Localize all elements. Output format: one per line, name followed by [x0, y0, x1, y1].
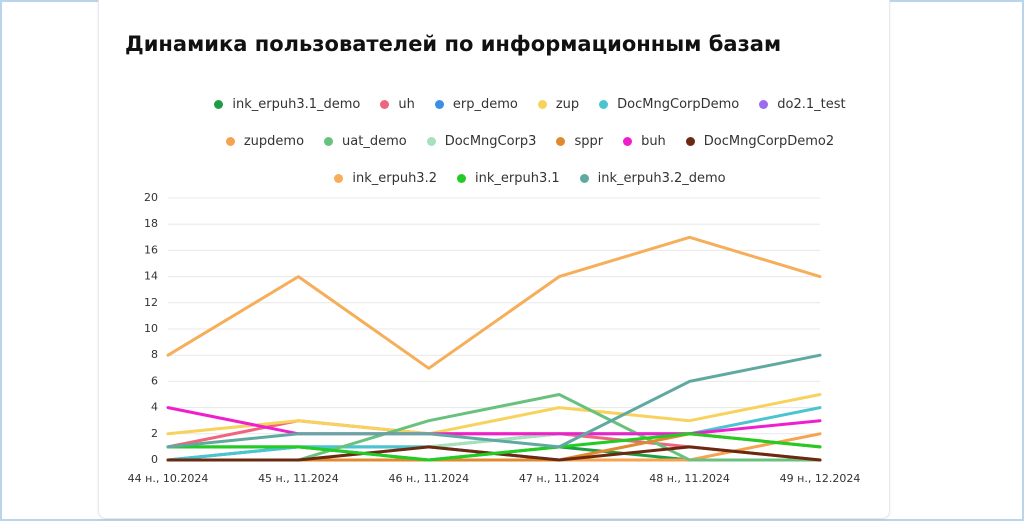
- legend-marker: [579, 173, 589, 183]
- legend-label: sppr: [574, 133, 604, 149]
- legend-marker: [537, 99, 547, 109]
- series-line: [166, 432, 822, 462]
- legend-label: do2.1_test: [777, 96, 846, 112]
- legend-marker: [334, 173, 344, 183]
- y-tick-label: 20: [144, 191, 158, 204]
- legend-item[interactable]: zup: [537, 92, 580, 116]
- series-line: [166, 406, 822, 436]
- legend-marker: [623, 136, 633, 146]
- y-tick-label: 18: [144, 217, 158, 230]
- legend-item[interactable]: DocMngCorpDemo2: [685, 129, 835, 153]
- legend-marker: [380, 99, 390, 109]
- legend-label: DocMngCorpDemo: [617, 96, 740, 112]
- y-tick-label: 14: [144, 270, 158, 283]
- legend-label: erp_demo: [452, 96, 518, 112]
- legend-item[interactable]: zupdemo: [225, 129, 305, 153]
- y-tick-label: 12: [144, 296, 158, 309]
- legend-item[interactable]: DocMngCorp3: [426, 129, 537, 153]
- legend-label: DocMngCorp3: [444, 133, 537, 149]
- y-tick-label: 0: [151, 453, 158, 466]
- legend-item[interactable]: ink_erpuh3.1: [457, 166, 560, 190]
- x-tick-label: 46 н., 11.2024: [388, 472, 469, 485]
- legend-item[interactable]: uat_demo: [324, 129, 407, 153]
- legend-label: uh: [398, 96, 415, 112]
- y-tick-label: 10: [144, 322, 158, 335]
- legend-marker: [685, 136, 695, 146]
- legend-marker: [426, 136, 436, 146]
- legend-item[interactable]: ink_erpuh3.1_demo: [214, 92, 360, 116]
- x-tick-label: 44 н., 10.2024: [128, 472, 209, 485]
- series-line: [166, 235, 822, 370]
- legend-marker: [599, 99, 609, 109]
- legend-label: ink_erpuh3.1: [475, 170, 560, 186]
- legend-marker: [759, 99, 769, 109]
- series-line: [166, 393, 822, 436]
- legend-label: ink_erpuh3.2: [352, 170, 437, 186]
- y-tick-label: 2: [151, 427, 158, 440]
- legend-item[interactable]: DocMngCorpDemo: [599, 92, 739, 116]
- legend-item[interactable]: erp_demo: [434, 92, 518, 116]
- y-tick-label: 16: [144, 243, 158, 256]
- series-line: [166, 353, 822, 449]
- legend-label: zupdemo: [243, 133, 305, 149]
- x-tick-label: 48 н., 11.2024: [649, 472, 730, 485]
- legend-item[interactable]: ink_erpuh3.2: [334, 166, 437, 190]
- legend-marker: [214, 99, 224, 109]
- legend-item[interactable]: sppr: [556, 129, 603, 153]
- legend-marker: [225, 136, 235, 146]
- chart-title: Динамика пользователей по информационным…: [125, 32, 782, 56]
- x-tick-label: 49 н., 12.2024: [780, 472, 861, 485]
- legend-label: buh: [641, 133, 666, 149]
- legend: ink_erpuh3.1_demo uh erp_demo zup DocMngCorp…: [190, 92, 870, 190]
- y-tick-label: 8: [151, 348, 158, 361]
- legend-marker: [457, 173, 466, 183]
- legend-label: zup: [555, 96, 580, 112]
- legend-item[interactable]: buh: [623, 129, 666, 153]
- legend-item[interactable]: uh: [380, 92, 415, 116]
- x-tick-label: 45 н., 11.2024: [258, 472, 339, 485]
- legend-marker: [434, 99, 444, 109]
- y-tick-label: 6: [151, 374, 158, 387]
- y-tick-label: 4: [151, 401, 158, 414]
- legend-label: ink_erpuh3.2_demo: [597, 170, 726, 186]
- legend-item[interactable]: do2.1_test: [759, 92, 846, 116]
- legend-marker: [324, 136, 334, 146]
- legend-label: DocMngCorpDemo2: [703, 133, 835, 149]
- legend-item[interactable]: ink_erpuh3.2_demo: [579, 166, 726, 190]
- legend-marker: [556, 136, 566, 146]
- legend-label: ink_erpuh3.1_demo: [232, 96, 361, 112]
- x-tick-label: 47 н., 11.2024: [519, 472, 600, 485]
- legend-label: uat_demo: [342, 133, 407, 149]
